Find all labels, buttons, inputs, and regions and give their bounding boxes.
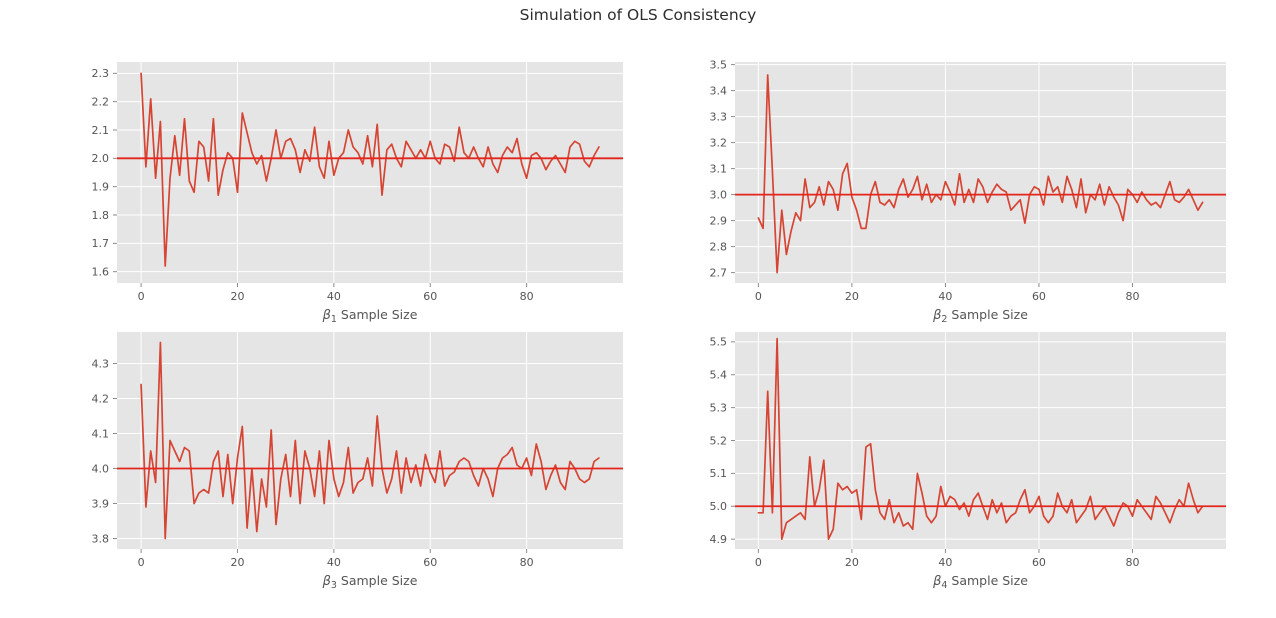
y-tick-label: 3.4 bbox=[710, 84, 728, 97]
x-tick-label: 80 bbox=[520, 556, 534, 569]
x-axis-label: β4 Sample Size bbox=[932, 573, 1028, 591]
y-tick-label: 2.1 bbox=[92, 124, 110, 137]
estimate-series-line bbox=[757, 337, 1204, 540]
x-tick-label: 20 bbox=[230, 556, 244, 569]
x-tick-label: 20 bbox=[845, 290, 859, 303]
y-tick-label: 2.3 bbox=[92, 67, 110, 80]
y-tick-label: 5.1 bbox=[710, 467, 728, 480]
x-tick-label: 0 bbox=[138, 556, 145, 569]
y-tick-label: 3.5 bbox=[710, 58, 728, 71]
x-tick-label: 0 bbox=[755, 556, 762, 569]
y-tick-label: 5.2 bbox=[710, 434, 728, 447]
x-tick-label: 20 bbox=[845, 556, 859, 569]
subplot-beta4-chart: 4.9 5.0 5.1 5.2 5.3 5.4 5.5 0 20 40 60 80 β4 Sample … bbox=[710, 332, 1226, 591]
x-axis-label: β3 Sample Size bbox=[322, 573, 418, 591]
x-tick-label: 80 bbox=[1125, 290, 1139, 303]
axes-background bbox=[735, 62, 1226, 283]
y-tick-label: 4.3 bbox=[92, 357, 110, 370]
y-tick-label: 3.9 bbox=[92, 497, 110, 510]
estimate-series-line bbox=[140, 72, 600, 267]
y-tick-label: 3.0 bbox=[710, 188, 728, 201]
x-tick-label: 60 bbox=[1032, 556, 1046, 569]
figure-title: Simulation of OLS Consistency bbox=[519, 6, 757, 24]
y-tick-label: 4.1 bbox=[92, 427, 110, 440]
x-tick-label: 60 bbox=[423, 556, 437, 569]
y-tick-label: 2.2 bbox=[92, 95, 110, 108]
x-tick-label: 80 bbox=[520, 290, 534, 303]
estimate-series-line bbox=[757, 74, 1204, 274]
x-tick-label: 80 bbox=[1125, 556, 1139, 569]
x-tick-label: 40 bbox=[327, 556, 341, 569]
x-tick-label: 0 bbox=[755, 290, 762, 303]
x-axis-label: β2 Sample Size bbox=[932, 307, 1028, 325]
y-tick-label: 2.8 bbox=[710, 240, 728, 253]
axes-background bbox=[117, 332, 623, 549]
y-tick-label: 5.4 bbox=[710, 369, 728, 382]
y-tick-label: 3.2 bbox=[710, 136, 728, 149]
y-tick-label: 1.9 bbox=[92, 180, 110, 193]
x-tick-label: 60 bbox=[423, 290, 437, 303]
subplot-beta1-chart: 1.6 1.7 1.8 1.9 2.0 2.1 2.2 2.3 0 20 40 60 80 β1 Samp… bbox=[92, 62, 623, 325]
y-tick-label: 5.3 bbox=[710, 401, 728, 414]
y-tick-label: 5.0 bbox=[710, 500, 728, 513]
subplot-beta2-chart: 2.7 2.8 2.9 3.0 3.1 3.2 3.3 3.4 3.5 0 20 40 60 80 β2 S… bbox=[710, 58, 1226, 325]
y-tick-label: 5.5 bbox=[710, 336, 728, 349]
x-tick-label: 40 bbox=[938, 556, 952, 569]
y-tick-label: 2.7 bbox=[710, 266, 728, 279]
estimate-series-line bbox=[140, 341, 600, 540]
y-tick-label: 2.0 bbox=[92, 152, 110, 165]
y-tick-label: 1.6 bbox=[92, 265, 110, 278]
x-axis-label: β1 Sample Size bbox=[322, 307, 418, 325]
y-tick-label: 2.9 bbox=[710, 214, 728, 227]
y-tick-label: 4.0 bbox=[92, 462, 110, 475]
x-tick-label: 0 bbox=[138, 290, 145, 303]
y-tick-label: 3.3 bbox=[710, 110, 728, 123]
y-tick-label: 3.8 bbox=[92, 532, 110, 545]
x-tick-label: 60 bbox=[1032, 290, 1046, 303]
y-tick-label: 4.9 bbox=[710, 533, 728, 546]
x-tick-label: 20 bbox=[230, 290, 244, 303]
x-tick-label: 40 bbox=[938, 290, 952, 303]
axes-background bbox=[117, 62, 623, 283]
subplot-beta3-chart: 3.8 3.9 4.0 4.1 4.2 4.3 0 20 40 60 80 β3 Sample Siz… bbox=[92, 332, 623, 591]
y-tick-label: 1.7 bbox=[92, 237, 110, 250]
y-tick-label: 3.1 bbox=[710, 162, 728, 175]
y-tick-label: 4.2 bbox=[92, 392, 110, 405]
x-tick-label: 40 bbox=[327, 290, 341, 303]
y-tick-label: 1.8 bbox=[92, 209, 110, 222]
